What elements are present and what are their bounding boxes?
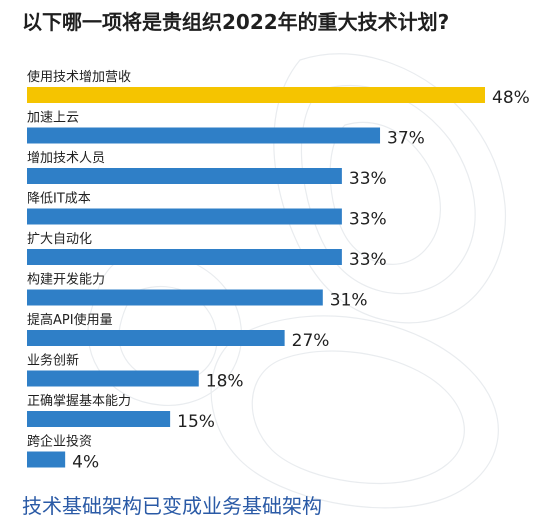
chart-title: 以下哪一项将是贵组织2022年的重大技术计划? — [22, 10, 450, 34]
bar — [27, 411, 171, 427]
bar — [27, 451, 66, 468]
data-label: 15% — [177, 412, 215, 432]
data-label: 18% — [206, 372, 244, 392]
data-label: 33% — [349, 210, 387, 230]
category-label: 使用技术增加营收 — [27, 69, 131, 85]
category-label: 正确掌握基本能力 — [27, 394, 131, 409]
data-label: 4% — [72, 453, 99, 473]
data-label: 31% — [330, 291, 368, 311]
bar — [27, 249, 342, 265]
bar — [27, 370, 199, 387]
bar — [27, 87, 485, 103]
category-label: 跨企业投资 — [27, 434, 92, 450]
data-label: 48% — [492, 88, 530, 108]
category-label: 加速上云 — [27, 111, 79, 126]
category-label: 构建开发能力 — [27, 272, 105, 288]
bar — [27, 127, 381, 144]
bar — [27, 168, 342, 184]
bar — [27, 289, 323, 306]
bar — [27, 330, 285, 346]
bar — [27, 208, 342, 225]
data-label: 33% — [349, 169, 387, 189]
data-label: 27% — [292, 331, 330, 351]
category-label: 降低IT成本 — [27, 192, 91, 207]
data-label: 33% — [349, 250, 387, 270]
category-label: 业务创新 — [27, 353, 79, 369]
category-label: 增加技术人员 — [27, 151, 105, 166]
footer-caption: 技术基础架构已变成业务基础架构 — [22, 494, 322, 518]
category-label: 提高API使用量 — [27, 312, 113, 328]
data-label: 37% — [387, 129, 425, 149]
category-label: 扩大自动化 — [27, 232, 92, 247]
